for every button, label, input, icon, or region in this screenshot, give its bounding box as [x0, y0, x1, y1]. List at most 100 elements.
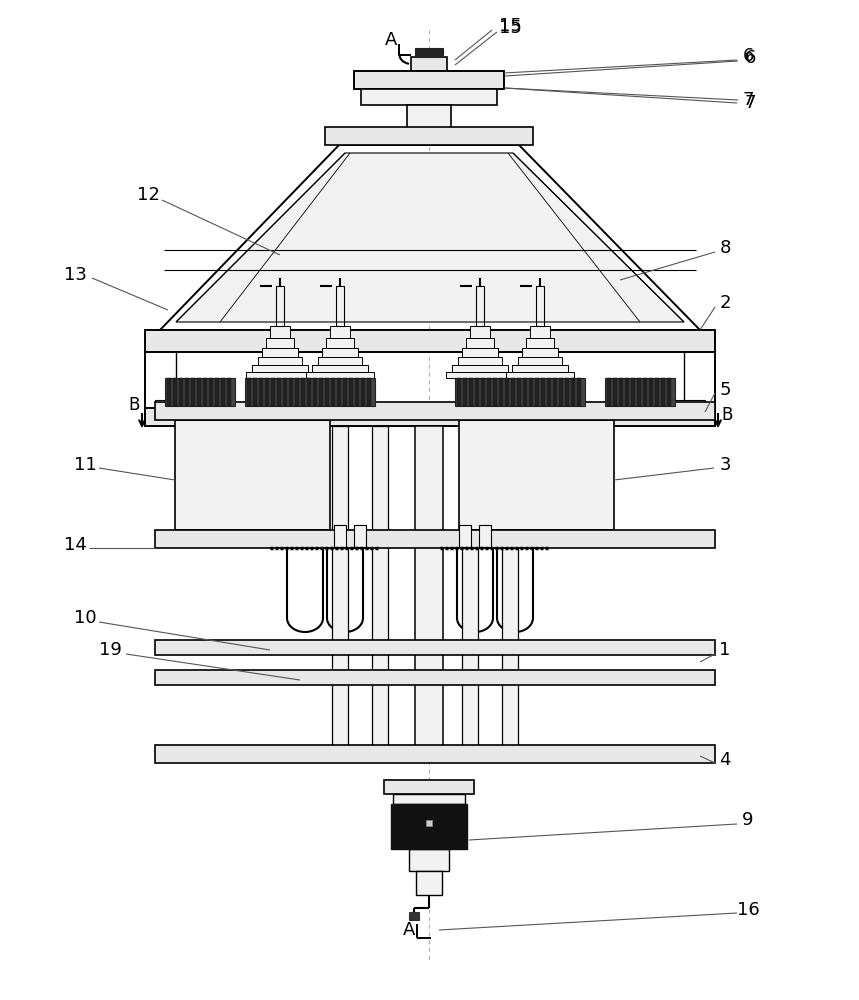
- Bar: [661, 378, 665, 406]
- Text: 16: 16: [737, 901, 759, 919]
- Bar: [459, 420, 614, 530]
- Bar: [455, 378, 585, 406]
- Bar: [522, 348, 558, 357]
- Bar: [331, 378, 335, 406]
- Bar: [517, 378, 521, 406]
- Bar: [337, 378, 341, 406]
- Bar: [457, 378, 461, 406]
- Bar: [613, 378, 617, 406]
- Text: 6: 6: [744, 49, 756, 67]
- Text: 7: 7: [744, 94, 756, 112]
- Bar: [505, 378, 509, 406]
- Bar: [295, 378, 299, 406]
- Bar: [476, 286, 484, 326]
- Bar: [469, 378, 473, 406]
- Bar: [265, 378, 269, 406]
- Bar: [407, 105, 451, 145]
- Bar: [262, 348, 298, 357]
- Text: 4: 4: [719, 751, 731, 769]
- Bar: [487, 378, 491, 406]
- Bar: [655, 378, 659, 406]
- Bar: [167, 378, 171, 406]
- Bar: [330, 326, 350, 338]
- Bar: [367, 378, 371, 406]
- Bar: [259, 378, 263, 406]
- Bar: [227, 378, 231, 406]
- Bar: [523, 378, 527, 406]
- Bar: [415, 48, 443, 57]
- Bar: [466, 338, 494, 348]
- Bar: [155, 640, 715, 655]
- Bar: [313, 378, 317, 406]
- Bar: [271, 378, 275, 406]
- Bar: [518, 357, 562, 365]
- Bar: [619, 378, 623, 406]
- Bar: [179, 378, 183, 406]
- Bar: [506, 372, 574, 378]
- Bar: [246, 372, 314, 378]
- Bar: [215, 378, 219, 406]
- Text: 8: 8: [719, 239, 731, 257]
- Bar: [270, 326, 290, 338]
- Text: 15: 15: [498, 19, 521, 37]
- Bar: [391, 804, 467, 849]
- Bar: [409, 912, 419, 920]
- Bar: [384, 780, 474, 794]
- Text: 14: 14: [64, 536, 87, 554]
- Bar: [675, 400, 705, 408]
- Bar: [332, 426, 348, 760]
- Text: A: A: [385, 31, 397, 49]
- Bar: [312, 365, 368, 372]
- Bar: [307, 378, 311, 406]
- Bar: [499, 378, 503, 406]
- Bar: [577, 378, 581, 406]
- Text: 7: 7: [742, 91, 753, 109]
- Bar: [481, 378, 485, 406]
- Bar: [559, 378, 563, 406]
- Bar: [336, 286, 344, 326]
- Bar: [416, 871, 442, 895]
- Bar: [155, 400, 185, 408]
- Bar: [221, 378, 225, 406]
- Text: A: A: [403, 921, 415, 939]
- Bar: [306, 372, 374, 378]
- Text: 13: 13: [64, 266, 87, 284]
- Bar: [553, 378, 557, 406]
- Bar: [512, 365, 568, 372]
- Bar: [535, 378, 539, 406]
- Bar: [247, 378, 251, 406]
- Bar: [145, 330, 715, 352]
- Bar: [446, 372, 514, 378]
- Bar: [409, 849, 449, 871]
- Bar: [301, 378, 305, 406]
- Bar: [326, 338, 354, 348]
- Bar: [325, 378, 329, 406]
- Bar: [475, 378, 479, 406]
- Bar: [349, 378, 353, 406]
- Bar: [197, 378, 201, 406]
- Bar: [571, 378, 575, 406]
- Bar: [289, 378, 293, 406]
- Bar: [631, 378, 635, 406]
- Bar: [354, 71, 504, 89]
- Bar: [458, 357, 502, 365]
- Bar: [565, 378, 569, 406]
- Bar: [175, 420, 330, 530]
- Bar: [411, 57, 447, 71]
- Bar: [393, 794, 465, 804]
- Bar: [643, 378, 647, 406]
- Text: 12: 12: [137, 186, 160, 204]
- Bar: [325, 127, 533, 145]
- Bar: [372, 426, 388, 760]
- Bar: [318, 357, 362, 365]
- Bar: [541, 378, 545, 406]
- Bar: [463, 378, 467, 406]
- Bar: [155, 402, 715, 420]
- Bar: [155, 530, 715, 548]
- Bar: [547, 378, 551, 406]
- Bar: [526, 338, 554, 348]
- Bar: [155, 670, 715, 685]
- Bar: [361, 89, 497, 105]
- Bar: [625, 378, 629, 406]
- Bar: [470, 326, 490, 338]
